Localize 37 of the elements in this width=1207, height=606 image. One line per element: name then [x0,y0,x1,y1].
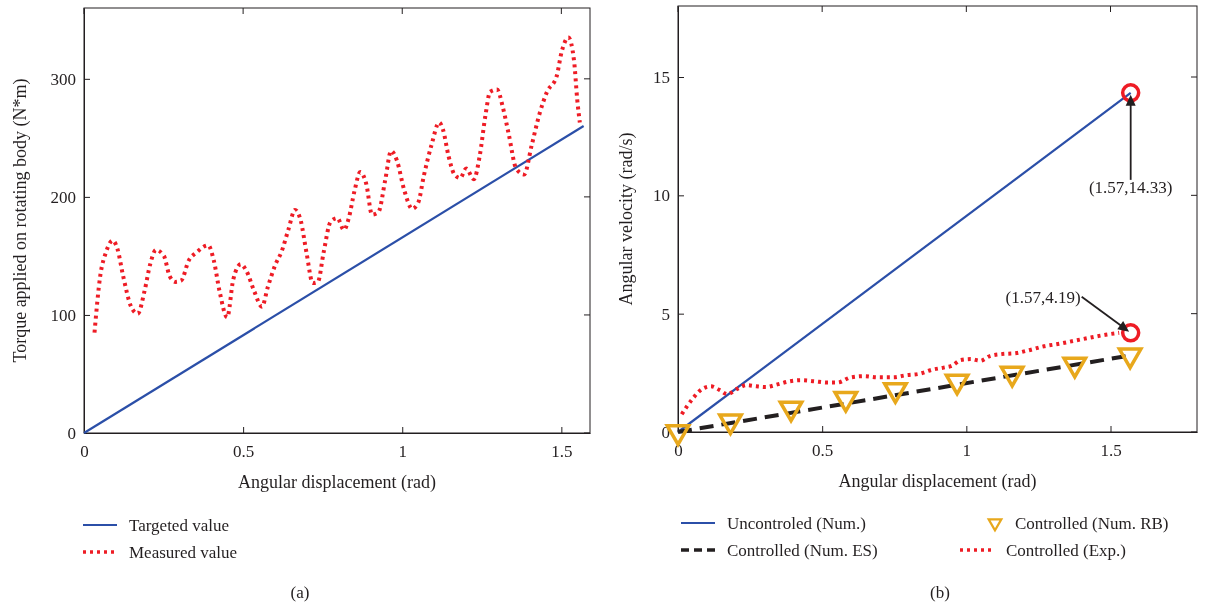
x-axis-title: Angular displacement (rad) [238,472,436,493]
y-tick-label: 10 [653,186,670,206]
point [999,365,1025,388]
text: (a) [290,583,310,602]
point [1062,356,1088,379]
x-tick-label: 0.5 [232,442,255,462]
legend-label: Controlled (Num. ES) [727,541,878,560]
y-tick-label: 15 [653,67,670,87]
y-tick-label: 5 [661,304,670,324]
y-tick-label: 0 [67,423,76,443]
y-tick-label: 300 [50,69,76,89]
point [944,373,970,396]
x-tick-label: 0 [80,442,89,462]
point [777,400,805,425]
x-tick-label: 0.5 [812,441,834,461]
point [833,390,859,413]
legend-label: Controlled (Num. RB) [1015,514,1169,533]
annotation: (1.57,14.33) [1088,177,1173,197]
x-tick-label: 1 [398,442,407,462]
line-series [92,35,582,335]
legend-label: Targeted value [129,516,229,535]
y-tick-label: 100 [50,305,76,325]
x-axis-title: Angular displacement (rad) [838,471,1037,492]
legend-label: Uncontroled (Num.) [727,514,866,533]
y-axis-title: Torque applied on rotating body (N*m) [10,78,31,363]
x-tick-label: 1 [962,441,972,461]
y-axis-title: Angular velocity (rad/s) [616,132,637,306]
legend-label: Controlled (Exp.) [1006,541,1126,560]
y-tick-label: 200 [50,187,76,207]
x-tick-label: 1.5 [1100,441,1122,461]
x-tick-label: 1.5 [551,442,573,462]
annotation: (1.57,4.19) [1005,287,1081,307]
text: (b) [930,583,950,602]
legend-label: Measured value [129,543,238,562]
point [882,381,908,405]
point [717,413,743,436]
point [1116,347,1144,372]
